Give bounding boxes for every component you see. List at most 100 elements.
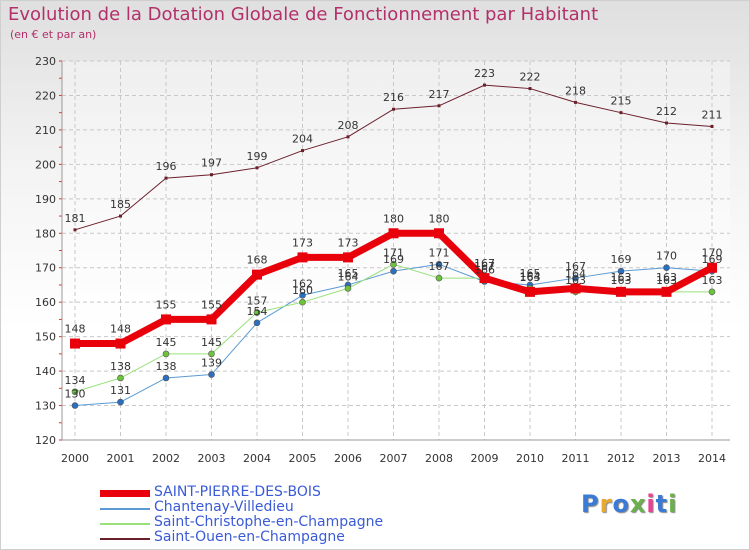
x-tick-label: 2008 xyxy=(425,452,453,465)
data-label-saint-pierre-des-bois: 173 xyxy=(292,236,313,249)
data-label-chantenay-villedieu: 138 xyxy=(156,360,177,373)
data-label-saint-pierre-des-bois: 170 xyxy=(702,247,723,260)
data-point-chantenay-villedieu xyxy=(435,260,443,268)
data-point-saint-ouen-en-champagne xyxy=(255,166,259,170)
legend-item-saint-christophe[interactable]: Saint-Christophe-en-Champagne xyxy=(100,514,500,531)
data-point-saint-ouen-en-champagne xyxy=(73,228,77,232)
x-tick-label: 2005 xyxy=(289,452,317,465)
data-point-chantenay-villedieu xyxy=(117,398,124,406)
x-tick-label: 2001 xyxy=(107,452,135,465)
data-label-saint-ouen-en-champagne: 199 xyxy=(247,150,268,163)
data-point-saint-pierre-des-bois xyxy=(479,273,490,284)
data-label-saint-christophe-en-champagne: 163 xyxy=(656,274,677,287)
data-point-chantenay-villedieu xyxy=(299,291,306,299)
data-point-saint-ouen-en-champagne xyxy=(164,176,168,180)
legend-swatch-saint-pierre xyxy=(100,490,150,497)
data-label-saint-christophe-en-champagne: 134 xyxy=(65,374,86,387)
data-label-saint-christophe-en-champagne: 163 xyxy=(702,274,723,287)
logo-letter: t xyxy=(655,490,669,518)
data-point-saint-ouen-en-champagne xyxy=(574,100,577,104)
data-point-chantenay-villedieu xyxy=(663,264,670,272)
data-label-saint-pierre-des-bois: 168 xyxy=(247,254,268,267)
y-tick-label: 210 xyxy=(35,124,56,137)
data-point-saint-christophe-en-champagne xyxy=(71,388,79,396)
data-point-saint-pierre-des-bois xyxy=(525,286,535,297)
data-label-saint-pierre-des-bois: 148 xyxy=(65,323,86,336)
data-point-saint-christophe-en-champagne xyxy=(162,350,170,358)
data-label-chantenay-villedieu: 170 xyxy=(656,250,677,263)
y-tick-label: 180 xyxy=(35,227,56,240)
legend-item-chantenay-villedieu[interactable]: Chantenay-Villedieu xyxy=(100,499,500,516)
x-tick-label: 2002 xyxy=(152,452,180,465)
data-label-saint-christophe-en-champagne: 163 xyxy=(611,274,632,287)
data-label-saint-ouen-en-champagne: 197 xyxy=(201,157,222,170)
logo-letter: i xyxy=(668,490,678,518)
data-point-saint-pierre-des-bois xyxy=(434,228,444,239)
data-point-saint-pierre-des-bois xyxy=(661,286,672,297)
data-label-saint-christophe-en-champagne: 171 xyxy=(383,246,404,259)
data-label-saint-ouen-en-champagne: 204 xyxy=(292,133,313,146)
x-tick-label: 2013 xyxy=(653,452,681,465)
legend: SAINT-PIERRE-DES-BOIS Chantenay-Villedie… xyxy=(100,484,500,546)
legend-item-saint-ouen[interactable]: Saint-Ouen-en-Champagne xyxy=(100,529,500,546)
x-tick-label: 2012 xyxy=(607,452,635,465)
legend-label-chantenay: Chantenay-Villedieu xyxy=(154,499,294,515)
x-tick-label: 2014 xyxy=(698,452,726,465)
data-label-saint-ouen-en-champagne: 185 xyxy=(110,198,131,211)
logo-letter: r xyxy=(599,490,613,518)
legend-item-saint-pierre-des-bois[interactable]: SAINT-PIERRE-DES-BOIS xyxy=(100,484,500,501)
logo-letter: x xyxy=(629,490,647,518)
x-tick-label: 2011 xyxy=(562,452,590,465)
data-point-saint-pierre-des-bois xyxy=(206,314,217,325)
legend-label-saint-christophe: Saint-Christophe-en-Champagne xyxy=(154,514,384,530)
data-label-saint-ouen-en-champagne: 223 xyxy=(474,67,495,80)
data-label-saint-pierre-des-bois: 148 xyxy=(110,323,131,336)
data-label-saint-ouen-en-champagne: 222 xyxy=(520,71,541,84)
data-point-chantenay-villedieu xyxy=(208,371,215,378)
data-point-saint-ouen-en-champagne xyxy=(392,107,395,111)
data-point-chantenay-villedieu xyxy=(572,274,579,282)
x-tick-label: 2007 xyxy=(380,452,408,465)
data-label-saint-pierre-des-bois: 167 xyxy=(474,257,495,270)
data-point-chantenay-villedieu xyxy=(162,374,170,382)
data-label-chantenay-villedieu: 166 xyxy=(474,264,495,277)
data-label-saint-ouen-en-champagne: 216 xyxy=(383,91,404,104)
data-point-saint-christophe-en-champagne xyxy=(117,374,124,382)
data-point-saint-pierre-des-bois xyxy=(297,252,308,263)
logo-letter: o xyxy=(612,490,630,518)
legend-swatch-chantenay xyxy=(100,508,150,510)
data-label-saint-pierre-des-bois: 163 xyxy=(656,271,677,284)
data-label-saint-pierre-des-bois: 180 xyxy=(383,212,404,225)
y-tick-label: 190 xyxy=(35,193,56,206)
data-point-chantenay-villedieu xyxy=(617,267,625,275)
data-point-saint-ouen-en-champagne xyxy=(119,214,122,218)
data-point-saint-ouen-en-champagne xyxy=(437,104,441,108)
data-label-saint-ouen-en-champagne: 217 xyxy=(429,88,450,101)
data-point-chantenay-villedieu xyxy=(253,319,261,327)
data-label-chantenay-villedieu: 169 xyxy=(611,253,632,266)
data-label-saint-ouen-en-champagne: 215 xyxy=(611,95,632,108)
x-tick-label: 2006 xyxy=(334,452,362,465)
data-label-chantenay-villedieu: 169 xyxy=(702,253,723,266)
data-point-saint-christophe-en-champagne xyxy=(344,285,352,292)
data-label-saint-christophe-en-champagne: 138 xyxy=(110,360,131,373)
data-label-saint-christophe-en-champagne: 145 xyxy=(156,336,177,349)
data-point-saint-ouen-en-champagne xyxy=(710,124,714,128)
data-point-saint-pierre-des-bois xyxy=(570,283,581,294)
y-tick-label: 230 xyxy=(35,55,56,68)
data-point-saint-pierre-des-bois xyxy=(70,338,80,349)
data-point-saint-christophe-en-champagne xyxy=(390,260,397,268)
data-point-saint-ouen-en-champagne xyxy=(346,135,350,139)
x-tick-label: 2000 xyxy=(61,452,89,465)
logo-letter: P xyxy=(581,490,600,518)
legend-swatch-saint-ouen xyxy=(100,538,150,540)
data-point-saint-christophe-en-champagne xyxy=(253,309,261,316)
data-point-saint-pierre-des-bois xyxy=(616,286,626,297)
logo-letter: i xyxy=(646,490,656,518)
data-point-saint-pierre-des-bois xyxy=(343,252,353,263)
data-point-saint-ouen-en-champagne xyxy=(619,111,623,115)
data-label-saint-christophe-en-champagne: 164 xyxy=(520,270,541,283)
data-label-saint-ouen-en-champagne: 208 xyxy=(338,119,359,132)
chart-title: Evolution de la Dotation Globale de Fonc… xyxy=(8,4,599,25)
